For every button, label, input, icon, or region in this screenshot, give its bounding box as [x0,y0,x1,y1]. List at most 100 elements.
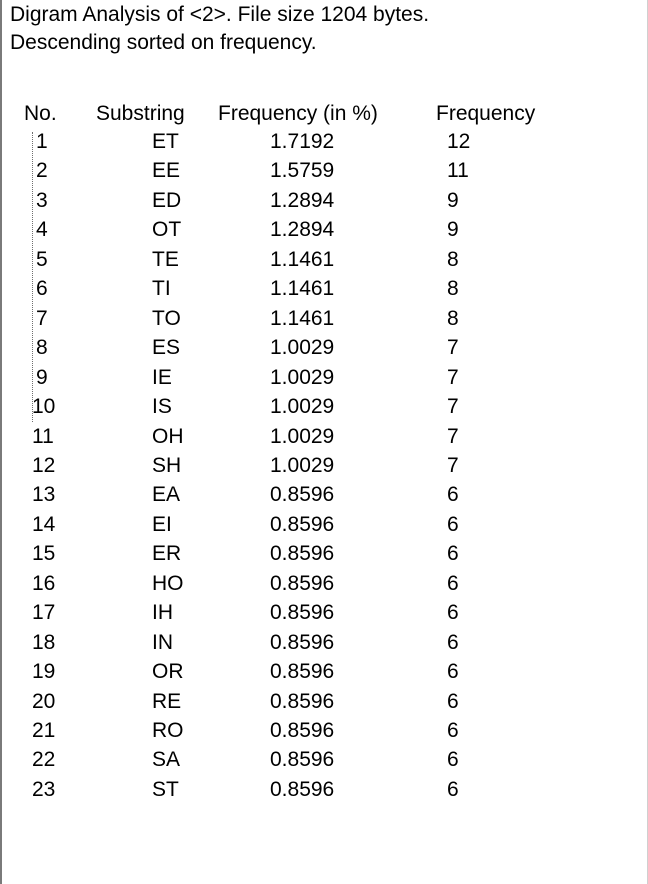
row-frequency: 7 [447,424,459,448]
row-frequency: 6 [447,571,459,595]
row-substring: TO [152,306,181,330]
row-frequency: 6 [447,689,459,713]
table-row: 1 ET 1.7192 12 [2,129,648,157]
row-number: 5 [36,247,48,271]
row-frequency-percent: 0.8596 [270,689,335,713]
row-frequency: 6 [447,630,459,654]
row-number: 3 [36,188,48,212]
table-row: 12 SH 1.0029 7 [2,453,648,481]
row-frequency: 7 [447,395,459,419]
table-row: 3 ED 1.2894 9 [2,188,648,216]
row-frequency: 6 [447,660,459,684]
row-frequency-percent: 0.8596 [270,483,335,507]
row-substring: OR [152,660,184,684]
row-number: 17 [32,601,56,625]
row-frequency-percent: 1.5759 [270,159,335,183]
row-substring: IH [152,601,173,625]
table-row: 2 EE 1.5759 11 [2,158,648,186]
row-number: 4 [36,218,48,242]
table-row: 19 OR 0.8596 6 [2,659,648,687]
row-frequency: 7 [447,365,459,389]
row-substring: SH [152,453,182,477]
table-row: 5 TE 1.1461 8 [2,247,648,275]
row-frequency: 8 [447,277,459,301]
row-frequency-percent: 0.8596 [270,777,335,801]
row-substring: IN [152,630,173,654]
row-frequency: 6 [447,748,459,772]
row-number: 13 [32,483,56,507]
row-frequency-percent: 1.2894 [270,218,335,242]
column-header-frequency: Frequency [436,102,536,125]
row-substring: EE [152,159,181,183]
table-row: 4 OT 1.2894 9 [2,217,648,245]
row-number: 9 [36,365,48,389]
row-frequency-percent: 1.1461 [270,306,335,330]
row-frequency: 12 [447,130,471,153]
row-frequency: 6 [447,719,459,742]
row-frequency-percent: 0.8596 [270,719,335,742]
row-substring: ER [152,542,182,566]
row-number: 22 [32,748,56,772]
row-substring: ET [152,130,179,153]
row-substring: EI [152,512,172,536]
row-frequency-percent: 1.1461 [270,247,335,271]
row-frequency: 6 [447,542,459,566]
row-number: 19 [32,660,56,684]
table-row: 10 IS 1.0029 7 [2,394,648,422]
row-substring: OT [152,218,182,242]
row-substring: ES [152,336,181,360]
sort-description: Descending sorted on frequency. [10,31,317,54]
row-frequency-percent: 0.8596 [270,660,335,684]
row-number: 6 [36,277,48,301]
row-frequency-percent: 1.7192 [270,130,335,153]
row-substring: SA [152,748,181,772]
row-frequency: 7 [447,453,459,477]
table-row: 8 ES 1.0029 7 [2,335,648,363]
row-number: 2 [36,159,48,183]
table-row: 13 EA 0.8596 6 [2,482,648,510]
row-frequency-percent: 1.0029 [270,453,335,477]
row-number: 8 [36,336,48,360]
row-substring: TI [152,277,171,301]
row-frequency-percent: 1.2894 [270,188,335,212]
row-frequency-percent: 0.8596 [270,601,335,625]
row-number: 14 [32,512,56,536]
row-frequency-percent: 1.0029 [270,365,335,389]
row-frequency: 6 [447,601,459,625]
row-frequency: 7 [447,336,459,360]
row-substring: ST [152,777,179,801]
table-row: 9 IE 1.0029 7 [2,365,648,393]
row-frequency: 9 [447,188,459,212]
table-row: 11 OH 1.0029 7 [2,424,648,452]
table-row: 18 IN 0.8596 6 [2,630,648,658]
row-number: 21 [32,719,56,742]
text-cursor-guide [32,132,33,422]
table-row: 17 IH 0.8596 6 [2,600,648,628]
table-row: 6 TI 1.1461 8 [2,276,648,304]
row-frequency-percent: 0.8596 [270,512,335,536]
row-frequency: 9 [447,218,459,242]
row-number: 12 [32,453,56,477]
row-frequency: 8 [447,247,459,271]
row-number: 7 [36,306,48,330]
row-number: 16 [32,571,56,595]
row-substring: TE [152,247,179,271]
row-number: 10 [32,395,56,419]
row-frequency: 6 [447,777,459,801]
row-frequency: 6 [447,512,459,536]
row-frequency-percent: 0.8596 [270,542,335,566]
row-frequency: 6 [447,483,459,507]
row-number: 20 [32,689,56,713]
row-number: 15 [32,542,56,566]
row-substring: IS [152,395,172,419]
table-row: 15 ER 0.8596 6 [2,541,648,569]
row-substring: EA [152,483,181,507]
table-row: 20 RE 0.8596 6 [2,689,648,717]
table-row: 16 HO 0.8596 6 [2,571,648,599]
column-header-no: No. [24,102,57,125]
table-row: 14 EI 0.8596 6 [2,512,648,540]
row-frequency-percent: 1.1461 [270,277,335,301]
row-substring: ED [152,188,182,212]
row-number: 1 [36,130,48,153]
